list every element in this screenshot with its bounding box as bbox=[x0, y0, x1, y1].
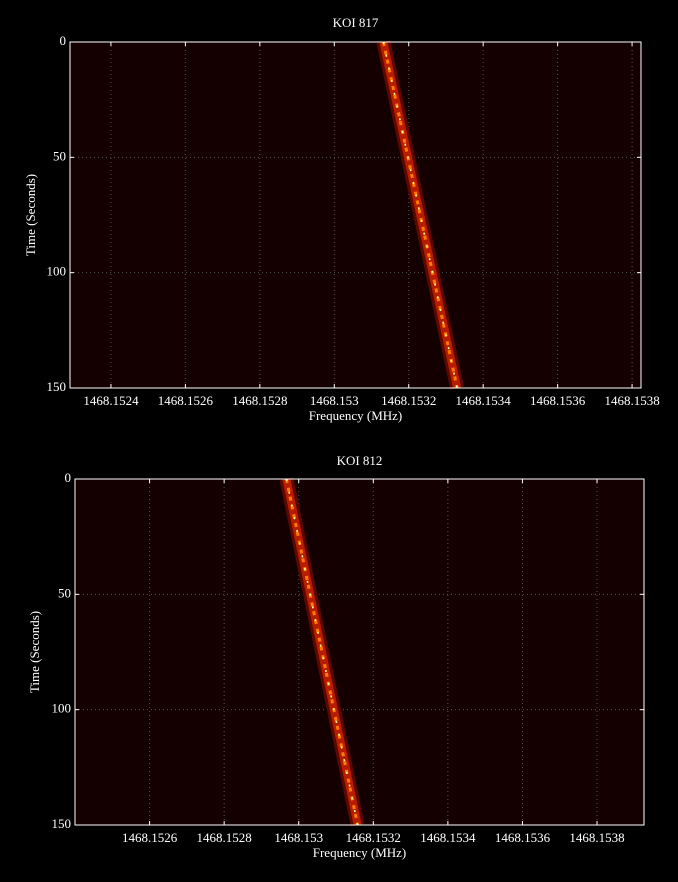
chart-title: KOI 812 bbox=[337, 453, 383, 468]
y-tick-label: 150 bbox=[47, 379, 67, 394]
signal-track bbox=[282, 478, 362, 826]
x-tick-label: 1468.1534 bbox=[456, 393, 512, 408]
y-tick-label: 50 bbox=[58, 585, 71, 600]
x-tick-label: 1468.153 bbox=[274, 830, 323, 845]
x-tick-label: 1468.1534 bbox=[420, 830, 476, 845]
y-axis-label: Time (Seconds) bbox=[27, 611, 42, 693]
x-tick-label: 1468.1526 bbox=[158, 393, 214, 408]
y-tick-label: 100 bbox=[52, 701, 72, 716]
x-axis-label: Frequency (MHz) bbox=[313, 845, 407, 860]
x-tick-label: 1468.1536 bbox=[495, 830, 551, 845]
y-axis-label: Time (Seconds) bbox=[23, 174, 38, 256]
x-tick-label: 1468.1528 bbox=[197, 830, 252, 845]
x-tick-label: 1468.1524 bbox=[83, 393, 139, 408]
x-tick-label: 1468.1536 bbox=[530, 393, 586, 408]
x-tick-label: 1468.1538 bbox=[569, 830, 624, 845]
y-tick-label: 0 bbox=[65, 470, 72, 485]
y-tick-label: 150 bbox=[52, 816, 72, 831]
x-tick-label: 1468.1526 bbox=[122, 830, 178, 845]
x-tick-label: 1468.1532 bbox=[346, 830, 401, 845]
chart-title: KOI 817 bbox=[333, 15, 379, 30]
x-axis-label: Frequency (MHz) bbox=[309, 408, 403, 423]
plot-frame bbox=[69, 41, 642, 389]
x-tick-label: 1468.1532 bbox=[381, 393, 436, 408]
y-tick-label: 100 bbox=[47, 264, 67, 279]
plot-frame bbox=[74, 478, 645, 826]
y-tick-label: 50 bbox=[53, 148, 66, 163]
plot-area bbox=[70, 42, 641, 388]
x-tick-label: 1468.1538 bbox=[604, 393, 659, 408]
plot-area bbox=[75, 479, 644, 825]
y-tick-label: 0 bbox=[60, 33, 67, 48]
signal-track bbox=[379, 41, 462, 389]
x-tick-label: 1468.153 bbox=[310, 393, 359, 408]
x-tick-label: 1468.1528 bbox=[232, 393, 287, 408]
